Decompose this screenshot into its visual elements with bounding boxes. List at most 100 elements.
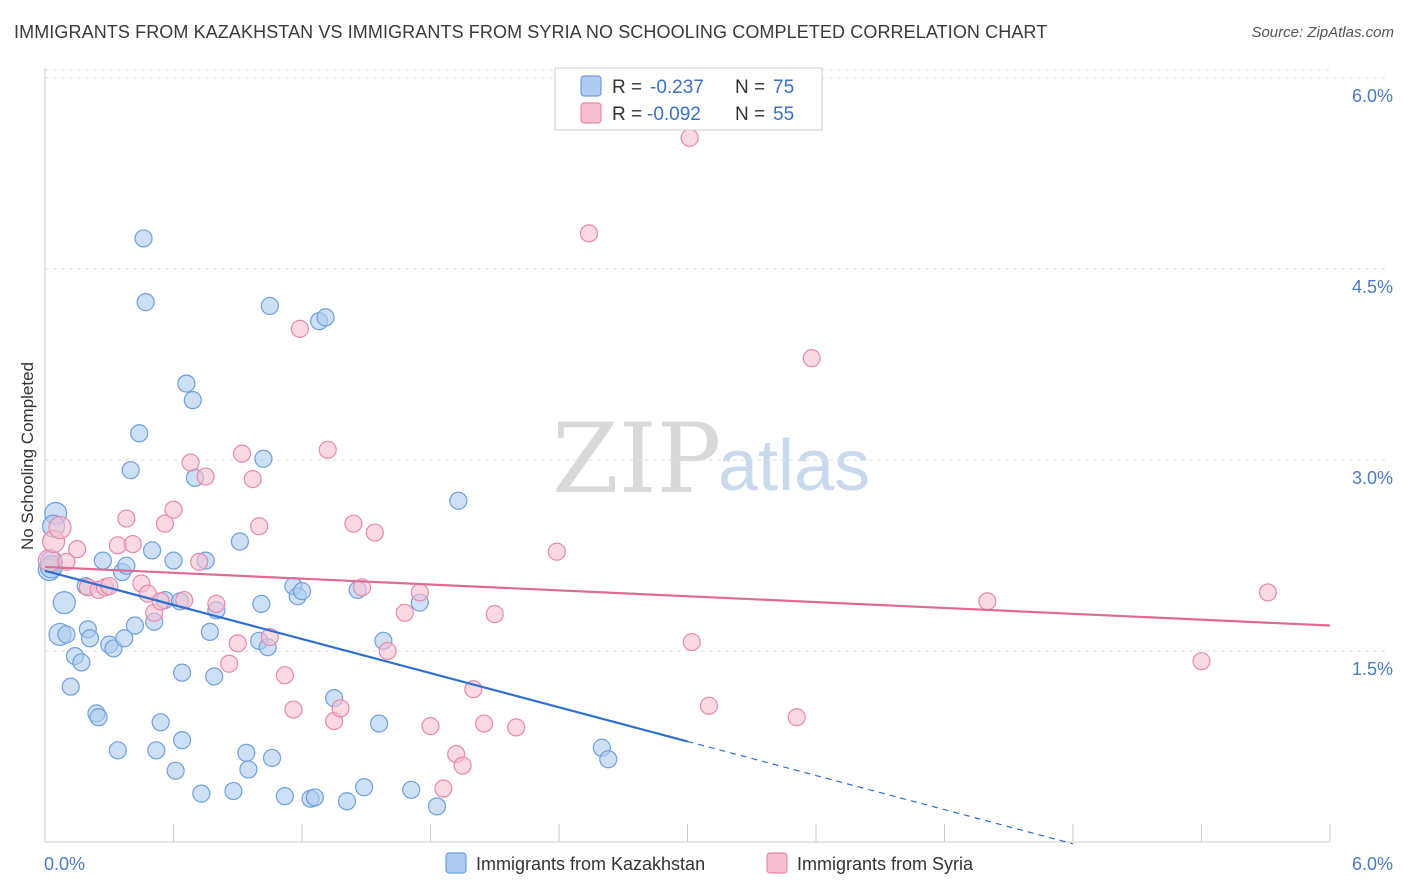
syria-point-52 xyxy=(682,632,701,652)
kazakhstan-point-21 xyxy=(121,461,140,480)
kazakhstan-point-22 xyxy=(125,616,145,635)
syria-point-9 xyxy=(108,536,127,555)
legend: R = -0.237 N = 75 R = -0.092 N = 55 xyxy=(554,67,823,131)
syria-point-11 xyxy=(123,534,142,554)
kazakhstan-point-24 xyxy=(134,229,153,248)
kazakhstan-point-36 xyxy=(183,391,202,410)
kazakhstan-point-34 xyxy=(172,663,192,682)
syria-trend-line xyxy=(44,565,1331,627)
syria-point-21 xyxy=(196,467,215,486)
kazakhstan-point-15 xyxy=(93,551,112,570)
kazakhstan-point-56 xyxy=(292,582,312,601)
legend-n-label: N = xyxy=(735,77,765,98)
kazakhstan-point-65 xyxy=(370,714,389,733)
kazakhstan-point-35 xyxy=(177,374,196,393)
grid-lines xyxy=(45,69,1385,652)
syria-point-31 xyxy=(290,319,309,338)
kazakhstan-point-23 xyxy=(130,424,149,443)
syria-point-38 xyxy=(378,641,397,661)
syria-point-3 xyxy=(57,552,76,571)
syria-point-56 xyxy=(978,592,997,611)
trend-lines xyxy=(44,565,1331,845)
kazakhstan-point-67 xyxy=(402,780,421,799)
kazakhstan-point-18 xyxy=(108,741,127,760)
syria-point-55 xyxy=(802,349,821,368)
y-tick-label-2: 4.5% xyxy=(1352,277,1393,297)
kazakhstan-point-32 xyxy=(166,761,185,780)
syria-point-24 xyxy=(228,634,247,653)
kazakhstan-point-58 xyxy=(305,788,324,807)
syria-point-47 xyxy=(485,604,504,624)
kazakhstan-point-60 xyxy=(316,308,335,327)
syria-point-16 xyxy=(155,514,175,533)
bottom-legend-swatch-syria xyxy=(766,852,788,874)
kazakhstan-trend-extension xyxy=(687,740,1074,845)
legend-n-value-kazakhstan: 75 xyxy=(773,77,794,98)
kazakhstan-point-46 xyxy=(239,760,258,779)
y-tick-label-1: 3.0% xyxy=(1352,468,1393,488)
syria-point-41 xyxy=(421,717,440,736)
kazakhstan-point-64 xyxy=(355,778,374,797)
syria-point-22 xyxy=(207,594,226,613)
syria-point-39 xyxy=(395,603,414,622)
syria-point-2 xyxy=(48,515,72,540)
y-tick-label-3: 6.0% xyxy=(1352,86,1393,106)
kazakhstan-point-49 xyxy=(254,449,273,468)
kazakhstan-point-72 xyxy=(115,629,134,648)
legend-r-value-kazakhstan: -0.237 xyxy=(650,77,704,98)
tick-labels: 1.5% 3.0% 4.5% 6.0% 0.0% 6.0% xyxy=(44,86,1393,874)
syria-point-25 xyxy=(232,444,252,463)
source-credit: Source: ZipAtlas.com xyxy=(1251,24,1394,41)
syria-point-37 xyxy=(365,523,384,542)
legend-n-value-syria: 55 xyxy=(773,104,794,125)
syria-points xyxy=(37,128,1277,798)
syria-point-54 xyxy=(787,708,806,727)
kazakhstan-point-40 xyxy=(200,622,220,642)
syria-point-19 xyxy=(181,453,200,472)
x-tick-label-min: 0.0% xyxy=(44,854,85,874)
kazakhstan-point-70 xyxy=(449,491,468,510)
syria-point-36 xyxy=(352,578,372,597)
kazakhstan-point-74 xyxy=(599,750,618,769)
kazakhstan-point-41 xyxy=(205,667,224,686)
syria-point-17 xyxy=(164,500,183,519)
kazakhstan-point-29 xyxy=(151,713,170,732)
syria-point-53 xyxy=(699,696,719,715)
legend-n-label: N = xyxy=(735,104,765,125)
syria-point-50 xyxy=(579,224,599,243)
kazakhstan-trend-line xyxy=(44,569,688,743)
syria-point-46 xyxy=(474,714,494,733)
kazakhstan-point-45 xyxy=(237,743,256,762)
legend-swatch-kazakhstan xyxy=(580,75,602,97)
syria-point-51 xyxy=(680,128,699,147)
syria-point-20 xyxy=(190,552,209,571)
legend-r-label: R = xyxy=(612,77,642,98)
syria-point-23 xyxy=(220,654,239,673)
legend-r-value-syria: -0.092 xyxy=(647,104,701,125)
syria-point-49 xyxy=(547,542,566,561)
kazakhstan-point-28 xyxy=(147,741,166,760)
syria-point-29 xyxy=(275,666,294,685)
kazakhstan-point-48 xyxy=(252,594,271,613)
kazakhstan-point-43 xyxy=(224,781,243,801)
x-tick-label-max: 6.0% xyxy=(1352,854,1393,874)
kazakhstan-point-25 xyxy=(136,293,155,312)
kazakhstan-point-26 xyxy=(142,541,162,560)
syria-point-44 xyxy=(453,756,472,775)
watermark: ZIP atlas xyxy=(552,403,870,515)
syria-point-40 xyxy=(410,583,429,602)
syria-point-34 xyxy=(331,699,350,718)
kazakhstan-point-75 xyxy=(172,731,192,750)
syria-point-30 xyxy=(284,700,303,719)
kazakhstan-point-53 xyxy=(275,787,294,806)
bottom-legend-label-syria: Immigrants from Syria xyxy=(797,854,974,874)
watermark-atlas: atlas xyxy=(718,426,870,506)
kazakhstan-point-5 xyxy=(57,625,76,644)
syria-point-10 xyxy=(117,509,136,528)
kazakhstan-point-69 xyxy=(427,797,447,816)
syria-point-26 xyxy=(243,470,262,489)
y-axis-title: No Schooling Completed xyxy=(18,362,37,550)
syria-point-57 xyxy=(1192,652,1211,671)
syria-point-27 xyxy=(250,517,269,536)
